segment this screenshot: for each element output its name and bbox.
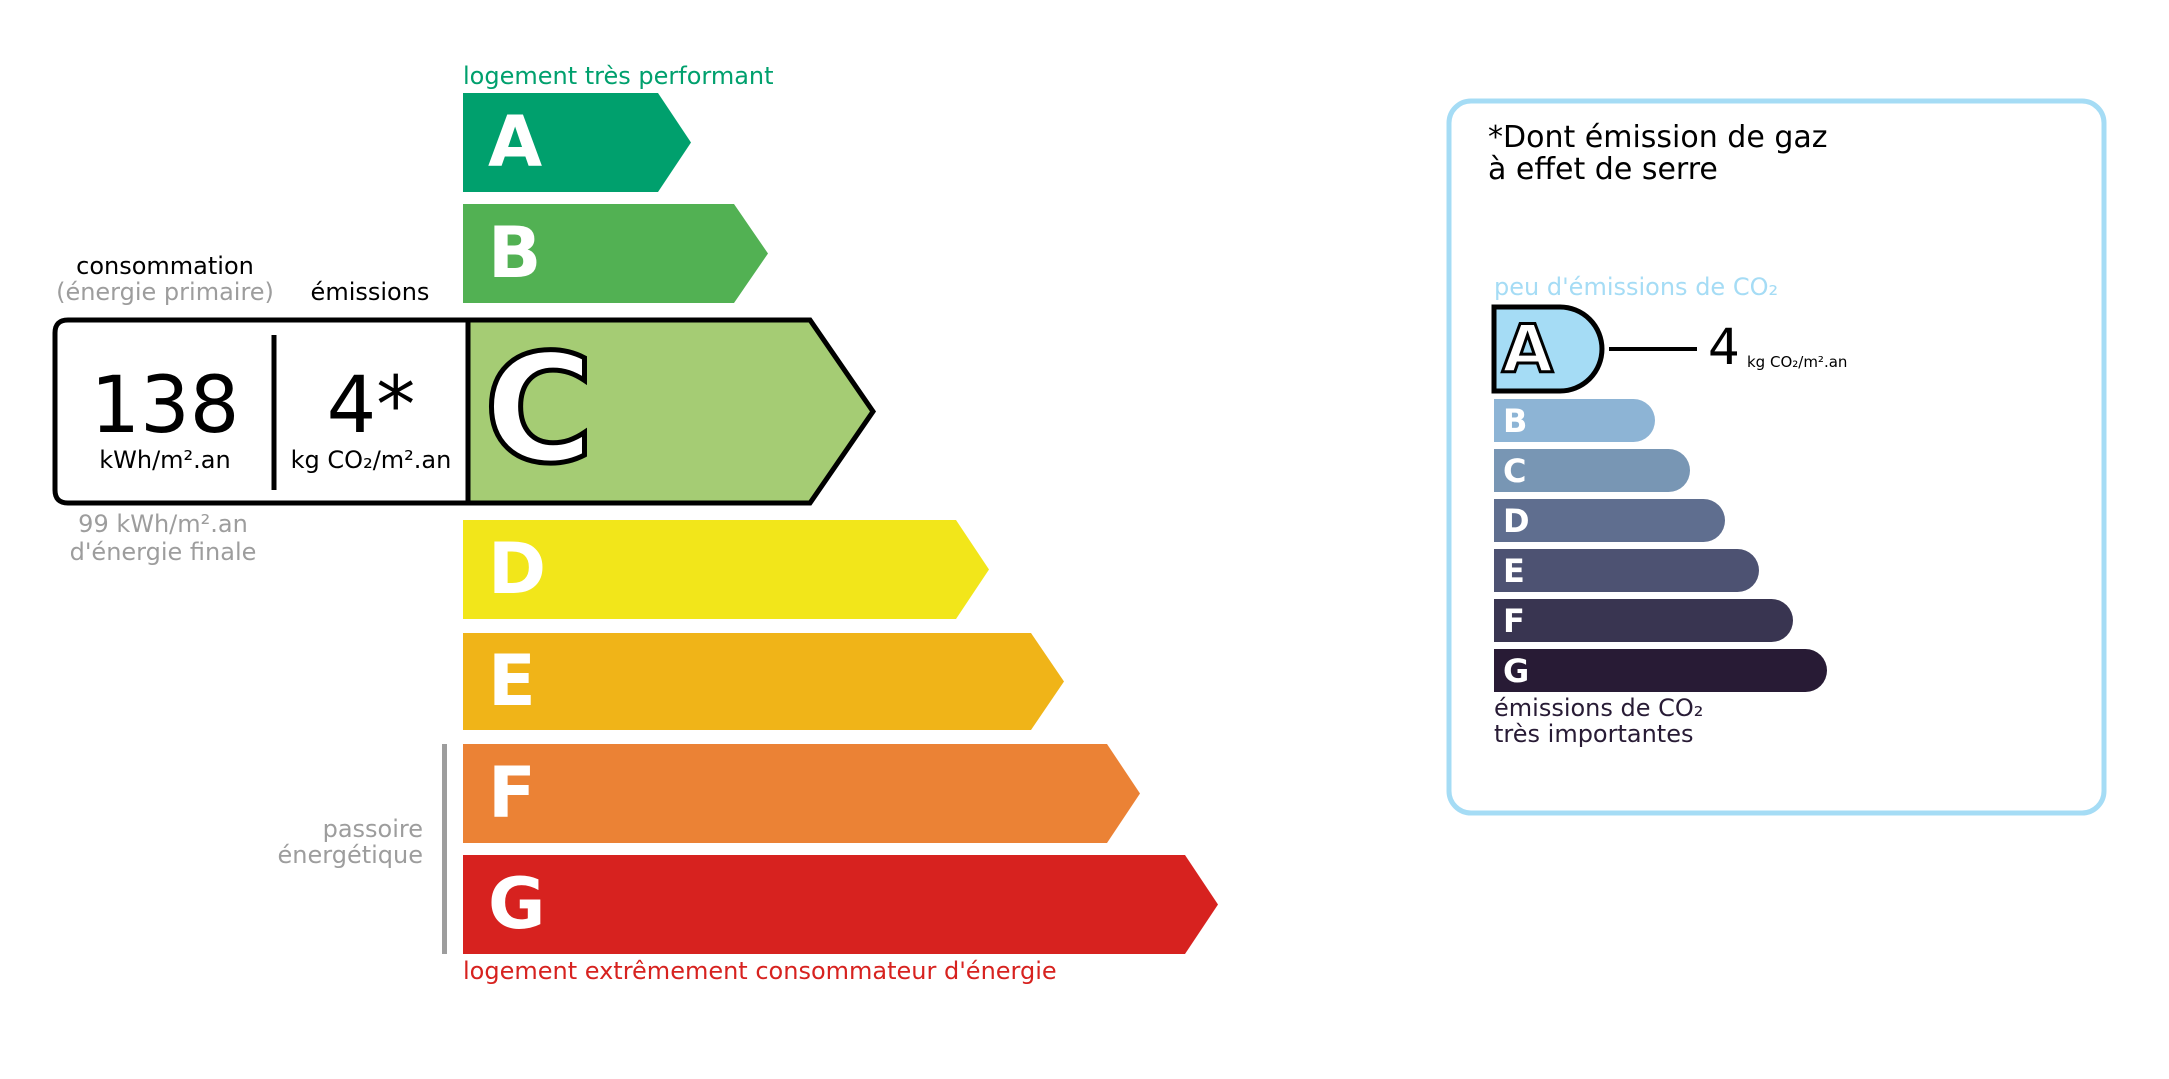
consumption-unit: kWh/m².an	[99, 446, 231, 474]
energy-class-g-bar	[463, 855, 1218, 954]
ges-class-b-bar	[1494, 399, 1655, 442]
consumption-value: 138	[90, 361, 240, 451]
ges-class-d-bar	[1494, 499, 1725, 542]
ges-title-line2: à effet de serre	[1488, 152, 1718, 187]
ges-bottom-label: émissions de CO₂ très importantes	[1494, 695, 1703, 747]
energy-class-f-bar	[463, 744, 1140, 843]
passoire-line2: énergétique	[277, 841, 423, 869]
ges-class-letter: G	[1503, 651, 1530, 690]
ges-class-a-bar	[1491, 304, 1605, 394]
ges-class-f-bar	[1494, 599, 1793, 642]
ges-class-letter: D	[1503, 501, 1530, 540]
ges-unit: kg CO₂/m².an	[1747, 353, 1848, 371]
energy-class-b-bar	[463, 204, 768, 303]
consumption-label: consommation	[76, 252, 254, 280]
emissions-unit: kg CO₂/m².an	[290, 446, 452, 474]
ges-bottom-line2: très importantes	[1494, 720, 1694, 748]
passoire-line1: passoire	[322, 815, 423, 843]
ges-bottom-line1: émissions de CO₂	[1494, 694, 1704, 722]
energy-class-letter: A	[488, 100, 543, 183]
ges-class-e-bar	[1494, 549, 1759, 592]
top-label: logement très performant	[463, 62, 774, 90]
emissions-value: 4*	[326, 361, 416, 451]
ges-class-letter: C	[1503, 451, 1527, 490]
ges-class-g-bar	[1494, 649, 1827, 692]
ges-class-letter: A	[1500, 311, 1554, 388]
energy-class-letter: F	[488, 751, 536, 834]
passoire-label: passoire énergétique	[278, 816, 423, 868]
energy-class-letter: G	[488, 862, 546, 945]
ges-title-line1: *Dont émission de gaz	[1488, 120, 1828, 155]
ges-class-letter: B	[1503, 401, 1528, 440]
ges-top-label: peu d'émissions de CO₂	[1494, 273, 1779, 301]
ges-class-letter: F	[1503, 601, 1525, 640]
current-values-box	[52, 317, 471, 506]
ges-title: *Dont émission de gaz à effet de serre	[1488, 122, 1828, 186]
energy-class-d-bar	[463, 520, 989, 619]
final-energy-value: 99 kWh/m².an	[78, 510, 248, 538]
ges-value: 4	[1708, 318, 1740, 376]
energy-class-letter: D	[488, 527, 547, 610]
final-energy-label: d'énergie finale	[69, 538, 257, 566]
energy-class-letter: E	[488, 639, 536, 722]
energy-class-a-bar	[463, 93, 691, 192]
ges-class-letter: E	[1503, 551, 1525, 590]
ges-class-c-bar	[1494, 449, 1690, 492]
bottom-label: logement extrêmement consommateur d'éner…	[463, 957, 1057, 985]
consumption-sublabel: (énergie primaire)	[56, 278, 274, 306]
energy-class-e-bar	[463, 633, 1064, 730]
passoire-bracket	[442, 744, 447, 954]
energy-class-letter: C	[481, 323, 596, 497]
energy-class-letter: B	[488, 211, 542, 294]
emissions-label: émissions	[310, 278, 430, 306]
